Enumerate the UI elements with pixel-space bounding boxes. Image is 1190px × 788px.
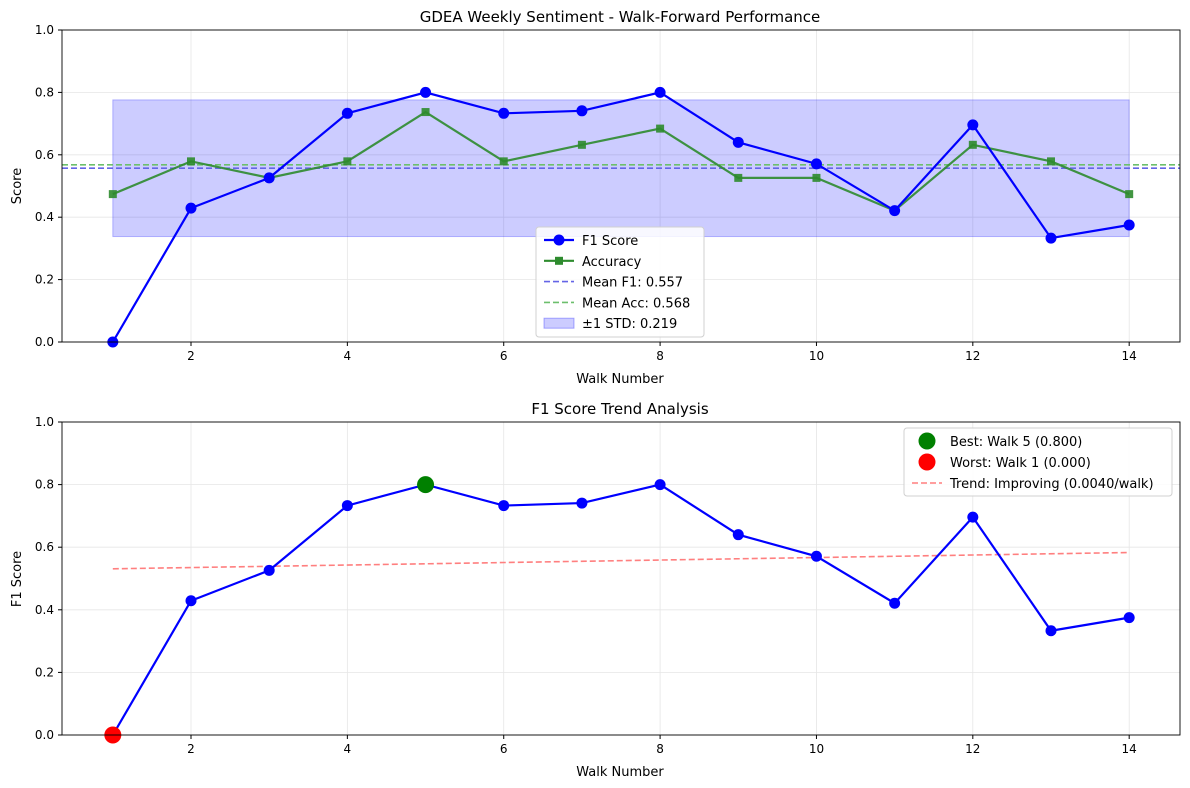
- f1-point: [341, 107, 353, 119]
- trend-line: [112, 551, 1130, 570]
- series-line: [111, 91, 1130, 343]
- x-axis-label: Walk Number: [576, 765, 664, 780]
- accuracy-point: [343, 157, 352, 166]
- accuracy-point: [421, 108, 430, 117]
- f1-point: [263, 172, 275, 184]
- legend-label: Best: Walk 5 (0.800): [950, 435, 1082, 450]
- trend-panel: 2 4 6 8 10 12 14 0.0 0.2 0.4 0.6 0.8 1.0 F1 Score Tr…: [10, 400, 1181, 780]
- y-tick-label: 0.2: [35, 273, 54, 287]
- legend-marker: [918, 432, 936, 450]
- f1-point: [967, 119, 979, 131]
- legend-swatch: [543, 317, 575, 329]
- f1-point: [810, 550, 822, 562]
- f1-point: [889, 205, 901, 217]
- plot-area: 2 4 6 8 10 12 14 0.0 0.2 0.4 0.6 0.8 1.0: [35, 23, 1181, 363]
- series-line: [112, 110, 1130, 212]
- x-tick-label: 12: [965, 349, 980, 363]
- y-tick-label: 0.4: [35, 210, 54, 224]
- performance-panel: 2 4 6 8 10 12 14 0.0 0.2 0.4 0.6 0.8 1.0 GDEA Weekly…: [10, 8, 1181, 387]
- y-tick-label: 1.0: [35, 23, 54, 37]
- chart-title: F1 Score Trend Analysis: [531, 400, 709, 418]
- accuracy-point: [812, 173, 821, 182]
- y-axis-label: Score: [10, 168, 25, 204]
- accuracy-point: [968, 140, 977, 149]
- legend-label: F1 Score: [582, 234, 638, 249]
- y-tick-label: 0.0: [35, 335, 54, 349]
- legend-marker: [553, 234, 565, 246]
- x-tick-label: 12: [965, 742, 980, 756]
- x-tick-label: 14: [1122, 349, 1137, 363]
- f1-point: [1123, 219, 1135, 231]
- legend-box: [903, 427, 1173, 497]
- legend: Best: Walk 5 (0.800) Worst: Walk 1 (0.000…: [903, 427, 1173, 497]
- legend-label: Mean Acc: 0.568: [582, 296, 690, 311]
- legend-marker: [555, 256, 563, 265]
- accuracy-point: [499, 157, 508, 166]
- x-tick-label: 2: [187, 349, 195, 363]
- f1-point: [1123, 612, 1135, 624]
- y-tick-label: 0.0: [35, 728, 54, 742]
- x-tick-label: 2: [187, 742, 195, 756]
- x-tick-label: 4: [344, 742, 352, 756]
- accuracy-point: [1125, 190, 1134, 199]
- axes-frame: [61, 29, 1181, 343]
- f1-point: [498, 500, 510, 512]
- f1-point: [810, 158, 822, 170]
- x-tick-label: 4: [344, 349, 352, 363]
- y-axis-label: F1 Score: [10, 551, 25, 607]
- accuracy-point: [577, 140, 586, 149]
- f1-point: [1045, 232, 1057, 244]
- accuracy-point: [656, 124, 665, 133]
- axes-frame: [61, 421, 1181, 736]
- accuracy-point: [1047, 157, 1055, 166]
- f1-point: [576, 497, 588, 509]
- plot-area: 2 4 6 8 10 12 14 0.0 0.2 0.4 0.6 0.8 1.0: [35, 415, 1181, 756]
- x-tick-label: 6: [500, 742, 508, 756]
- f1-point: [654, 479, 666, 491]
- x-tick-label: 6: [500, 349, 508, 363]
- f1-point: [498, 107, 510, 119]
- legend-label: Accuracy: [582, 255, 642, 270]
- f1-point: [263, 564, 275, 576]
- legend-label: Worst: Walk 1 (0.000): [950, 456, 1091, 471]
- y-tick-label: 1.0: [35, 415, 54, 429]
- legend-label: Trend: Improving (0.0040/walk): [949, 477, 1154, 492]
- highlight-point: [417, 476, 435, 494]
- y-tick-label: 0.8: [35, 85, 54, 99]
- accuracy-point: [187, 157, 195, 166]
- y-tick-label: 0.4: [35, 603, 54, 617]
- accuracy-point: [108, 190, 117, 199]
- legend-label: Mean F1: 0.557: [582, 276, 683, 291]
- f1-point: [732, 136, 744, 148]
- f1-point: [185, 595, 197, 607]
- f1-point: [185, 202, 197, 214]
- y-tick-label: 0.6: [35, 540, 54, 554]
- chart-title: GDEA Weekly Sentiment - Walk-Forward Per…: [420, 8, 821, 26]
- f1-point: [732, 529, 744, 541]
- f1-point: [341, 500, 353, 512]
- legend-label: ±1 STD: 0.219: [582, 317, 677, 332]
- y-tick-label: 0.8: [35, 478, 54, 492]
- f1-point: [1045, 625, 1057, 637]
- legend-marker: [918, 453, 936, 471]
- accuracy-point: [734, 173, 743, 182]
- x-tick-label: 10: [809, 742, 824, 756]
- legend-box: [535, 226, 705, 338]
- legend: F1 Score Accuracy Mean F1: 0.557 Mean Acc: …: [535, 226, 705, 338]
- f1-point: [654, 86, 666, 98]
- f1-point: [420, 86, 432, 98]
- f1-point: [889, 597, 901, 609]
- x-tick-label: 8: [656, 349, 664, 363]
- y-tick-label: 0.2: [35, 665, 54, 679]
- series-line: [111, 483, 1130, 736]
- f1-point: [967, 511, 979, 523]
- x-tick-label: 10: [809, 349, 824, 363]
- x-axis-label: Walk Number: [576, 372, 664, 387]
- x-tick-label: 14: [1122, 742, 1137, 756]
- y-tick-label: 0.6: [35, 148, 54, 162]
- f1-point: [576, 105, 588, 117]
- x-tick-label: 8: [656, 742, 664, 756]
